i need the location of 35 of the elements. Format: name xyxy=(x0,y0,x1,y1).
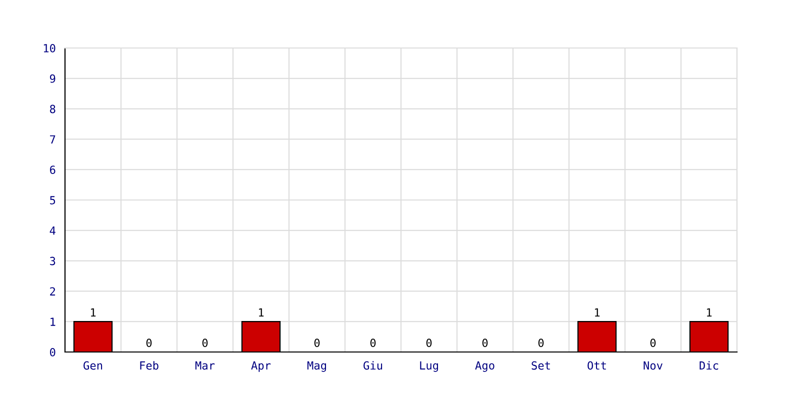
x-tick-label: Giu xyxy=(364,361,382,370)
x-tick-label: Lug xyxy=(420,361,438,372)
y-tick-label: 2 xyxy=(50,287,56,296)
y-tick-label: 9 xyxy=(50,74,56,83)
data-label: 0 xyxy=(426,338,432,348)
x-tick-label: Set xyxy=(532,361,550,370)
data-label: 1 xyxy=(258,308,264,317)
x-tick-label: Feb xyxy=(140,361,158,370)
y-tick-label: 6 xyxy=(50,166,56,174)
y-tick-label: 0 xyxy=(50,348,56,356)
data-label: 0 xyxy=(202,338,208,348)
x-tick-label: Ott xyxy=(588,361,606,370)
data-label: 1 xyxy=(706,308,712,317)
x-tick-label: Nov xyxy=(644,361,662,370)
y-tick-label: 1 xyxy=(50,318,56,326)
x-tick-label: Dic xyxy=(700,361,718,370)
x-tick-label: Gen xyxy=(84,361,102,370)
data-label: 0 xyxy=(146,338,152,348)
data-label: 0 xyxy=(314,338,320,348)
y-tick-label: 7 xyxy=(50,135,56,144)
y-tick-label: 4 xyxy=(50,226,56,235)
y-tick-label: 8 xyxy=(50,104,56,114)
data-label: 0 xyxy=(370,338,376,348)
data-label: 1 xyxy=(594,308,600,317)
data-label: 1 xyxy=(90,308,96,317)
x-tick-label: Mag xyxy=(307,361,326,372)
data-label: 0 xyxy=(538,338,544,348)
y-tick-label: 5 xyxy=(50,196,56,204)
data-label: 0 xyxy=(650,338,656,348)
x-tick-label: Apr xyxy=(251,361,271,372)
y-tick-label: 10 xyxy=(44,44,56,52)
data-label: 0 xyxy=(482,338,488,348)
x-tick-label: Mar xyxy=(195,361,215,370)
x-tick-label: Ago xyxy=(475,361,494,372)
y-tick-label: 3 xyxy=(50,256,56,266)
